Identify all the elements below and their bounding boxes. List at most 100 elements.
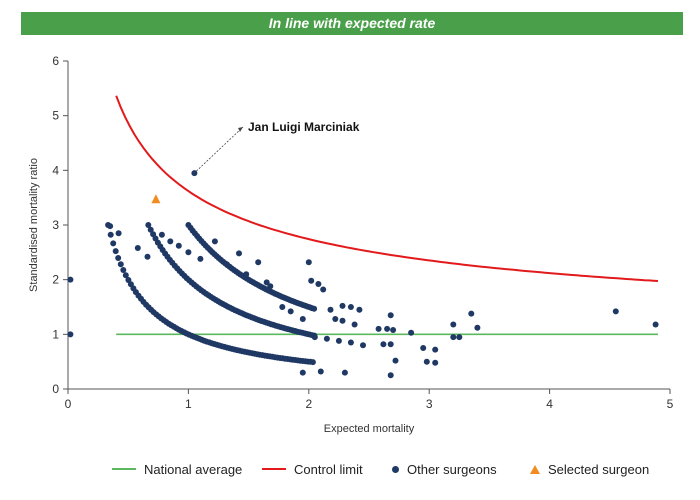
surgeon-point xyxy=(317,368,324,375)
surgeon-point xyxy=(408,329,415,336)
surgeon-point xyxy=(197,255,204,262)
x-tick-label: 4 xyxy=(546,397,553,411)
legend-other-surgeons: Other surgeons xyxy=(392,458,497,480)
surgeon-point xyxy=(323,335,330,342)
surgeon-point xyxy=(341,369,348,376)
surgeon-point xyxy=(468,310,475,317)
surgeon-point xyxy=(450,334,457,341)
surgeon-point xyxy=(384,325,391,332)
funnel-plot: 0 1 2 3 4 5 6 0 1 2 3 4 5 Jan Luigi Marciniak Expect… xyxy=(28,54,674,435)
surgeon-point xyxy=(474,324,481,331)
surgeon-point xyxy=(305,259,312,266)
annotation-leader-line xyxy=(196,126,244,172)
legend-national-average: National average xyxy=(112,458,242,480)
surgeon-point xyxy=(423,358,430,365)
surgeon-point xyxy=(144,253,151,260)
surgeon-point xyxy=(327,306,334,313)
surgeon-point xyxy=(347,304,354,310)
surgeon-point xyxy=(612,308,619,315)
annotation-layer: Jan Luigi Marciniak xyxy=(196,120,360,172)
surgeon-point xyxy=(339,302,346,309)
surgeon-point xyxy=(191,170,198,177)
surgeon-point xyxy=(107,231,114,238)
surgeon-point xyxy=(287,308,294,315)
surgeon-point xyxy=(120,267,127,273)
surgeon-point xyxy=(351,321,358,328)
selected-surgeon-marker xyxy=(151,194,161,204)
surgeon-point xyxy=(456,334,463,341)
legend-label: Selected surgeon xyxy=(548,461,650,477)
surgeon-point xyxy=(263,279,270,286)
x-tick-label: 5 xyxy=(667,397,674,411)
x-tick-label: 0 xyxy=(65,397,72,411)
surgeon-point xyxy=(450,321,457,328)
legend-line-swatch xyxy=(112,468,136,470)
surgeon-point xyxy=(311,334,318,341)
legend-label: Control limit xyxy=(294,461,363,477)
surgeon-point xyxy=(390,327,397,333)
surgeon-point xyxy=(299,369,306,376)
surgeon-point xyxy=(267,283,274,290)
surgeon-point xyxy=(332,316,339,322)
surgeon-point xyxy=(167,238,174,245)
annotation-arrowhead xyxy=(238,127,243,132)
legend-triangle-swatch xyxy=(530,464,540,474)
surgeon-point xyxy=(115,230,122,237)
surgeon-point xyxy=(387,312,394,319)
surgeon-point xyxy=(112,248,119,255)
axes: 0 1 2 3 4 5 6 0 1 2 3 4 5 xyxy=(52,54,673,411)
y-tick-label: 4 xyxy=(52,163,59,177)
surgeon-point xyxy=(375,325,382,332)
surgeon-point xyxy=(67,331,74,338)
surgeon-point xyxy=(315,281,322,287)
surgeon-point xyxy=(279,304,286,310)
y-axis-label: Standardised mortality ratio xyxy=(28,158,40,292)
surgeon-point xyxy=(145,222,152,228)
surgeon-point xyxy=(147,226,154,233)
y-tick-label: 0 xyxy=(52,382,59,396)
surgeon-point xyxy=(255,259,262,266)
y-tick-label: 1 xyxy=(52,327,59,341)
surgeon-point xyxy=(299,316,306,322)
surgeon-point xyxy=(380,341,387,348)
surgeon-point xyxy=(223,261,230,268)
legend-label: National average xyxy=(144,461,243,477)
surgeon-point xyxy=(117,261,124,268)
surgeon-point xyxy=(432,346,439,353)
x-tick-label: 2 xyxy=(305,397,312,411)
surgeon-point xyxy=(309,359,316,366)
surgeon-point xyxy=(243,271,250,278)
legend-control-limit: Control limit xyxy=(262,458,363,480)
surgeon-point xyxy=(308,277,315,284)
control-limit-curve xyxy=(115,95,659,282)
surgeon-point xyxy=(360,342,366,349)
legend-selected-surgeon: Selected surgeon xyxy=(530,458,649,480)
surgeon-point xyxy=(387,372,394,379)
surgeon-point xyxy=(432,359,439,366)
surgeon-point xyxy=(134,245,141,251)
surgeon-point xyxy=(185,249,192,256)
surgeon-point xyxy=(392,357,399,364)
y-tick-label: 5 xyxy=(52,109,59,123)
surgeon-point xyxy=(67,276,74,283)
legend-dot-swatch xyxy=(392,465,399,473)
annotation-label: Jan Luigi Marciniak xyxy=(248,120,360,134)
points xyxy=(67,170,659,379)
surgeon-point xyxy=(652,321,659,328)
surgeon-point xyxy=(335,337,342,344)
x-tick-label: 3 xyxy=(426,397,433,411)
surgeon-point xyxy=(339,317,346,324)
surgeon-point xyxy=(211,238,218,245)
x-tick-label: 1 xyxy=(185,397,192,411)
surgeon-point xyxy=(175,242,182,249)
surgeon-point xyxy=(236,250,242,257)
surgeon-point xyxy=(107,223,114,230)
y-tick-label: 2 xyxy=(52,273,59,287)
surgeon-point xyxy=(347,339,354,346)
surgeon-point xyxy=(356,306,363,313)
surgeon-point xyxy=(420,345,427,351)
legend: National average Control limit Other sur… xyxy=(0,458,700,480)
surgeon-point xyxy=(158,231,165,238)
legend-line-swatch xyxy=(262,468,286,470)
status-banner: In line with expected rate xyxy=(21,12,683,35)
